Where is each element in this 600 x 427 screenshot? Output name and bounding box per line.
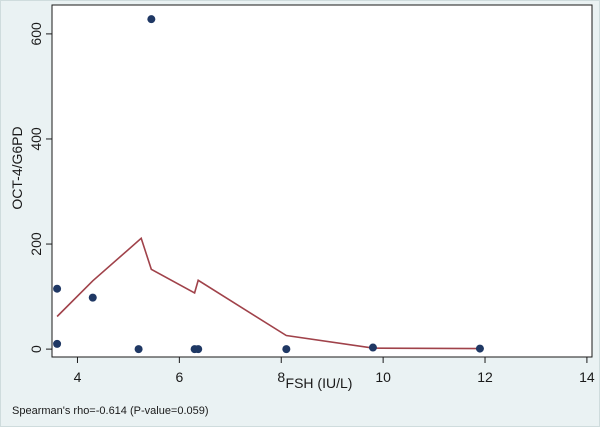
data-point — [194, 345, 203, 354]
spearman-annotation: Spearman's rho=-0.614 (P-value=0.059) — [12, 405, 209, 417]
x-axis-title: FSH (IU/L) — [286, 375, 353, 391]
data-point — [475, 344, 484, 353]
axes — [51, 4, 593, 358]
y-tick-label: 600 — [28, 22, 44, 46]
smoothed-trend-line — [56, 236, 480, 350]
y-tick-label: 0 — [28, 345, 44, 353]
x-tick-label: 4 — [74, 369, 82, 385]
x-tick-label: 14 — [579, 369, 595, 385]
data-point — [53, 339, 62, 348]
data-point — [282, 345, 291, 354]
x-tick-label: 10 — [375, 369, 391, 385]
data-point — [134, 345, 143, 354]
data-point — [88, 293, 97, 302]
x-tick-label: 12 — [477, 369, 493, 385]
x-axis-ticks: 4 6 8 10 12 14 — [74, 357, 595, 385]
x-tick-label: 8 — [277, 369, 285, 385]
y-axis-title: OCT-4/G6PD — [9, 126, 25, 209]
y-axis-ticks: 0 200 400 600 — [28, 22, 52, 353]
data-point — [147, 15, 156, 24]
y-tick-label: 400 — [28, 127, 44, 151]
chart-marks — [53, 15, 484, 354]
data-point — [368, 343, 377, 352]
data-point — [53, 284, 62, 293]
plot-area — [51, 4, 593, 358]
y-tick-label: 200 — [28, 232, 44, 256]
x-tick-label: 6 — [175, 369, 183, 385]
